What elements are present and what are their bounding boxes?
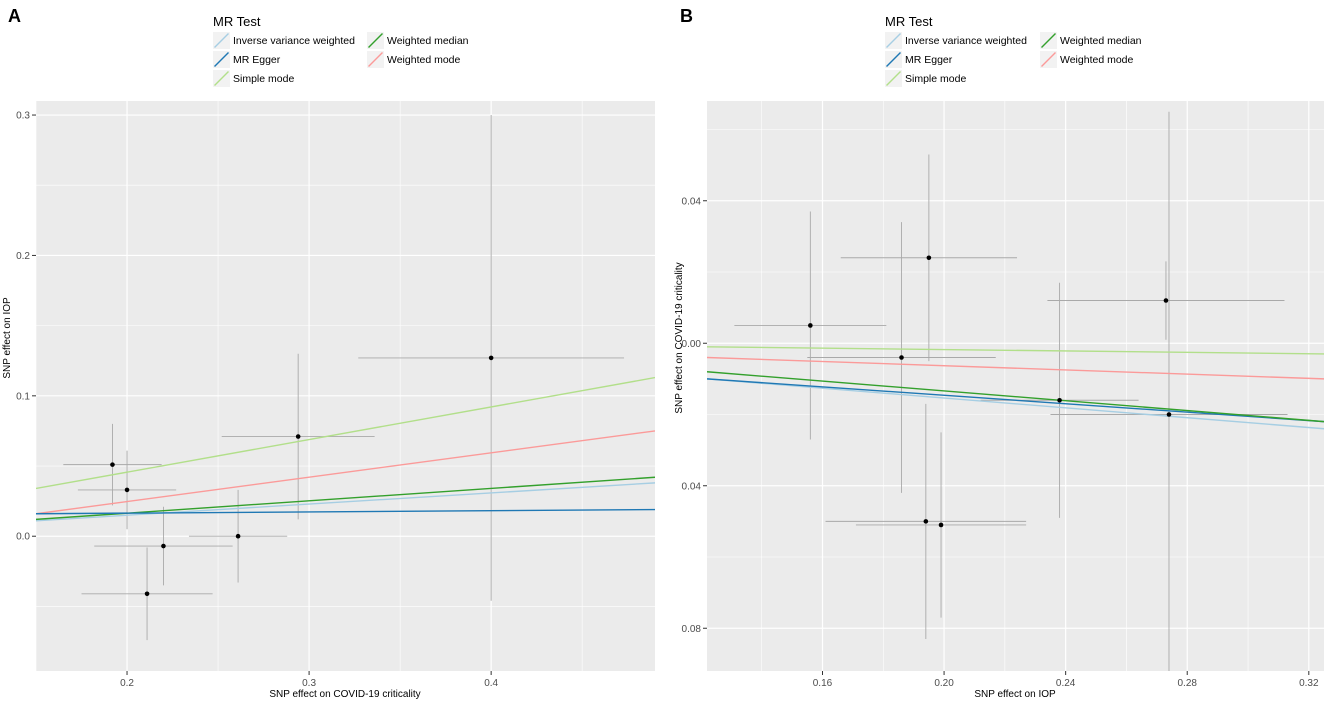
panel-a-data-point [124,487,130,493]
panel-a-legend-item-egger: MR Egger [213,51,281,68]
panel-b-x-tick-label: 0.16 [813,678,833,689]
panel-b-x-tick-label: 0.24 [1056,678,1076,689]
panel-a-x-tick-label: 0.2 [120,678,134,689]
panel-b-data-point [808,323,813,328]
panel-a-line-ivw [36,482,655,522]
panel-b-line-egger [707,378,1324,423]
panel-a-y-tick-label: 0.1 [16,391,30,402]
panel-a-plot-background [36,101,655,671]
panel-a-line-egger [36,508,655,515]
panel-b-legend: MR Test Inverse variance weighted Weighted… [885,14,1142,87]
panel-a-data-point [161,543,166,549]
panel-b-legend-label: MR Egger [905,54,953,66]
panel-b-x-tick-label: 0.20 [934,678,954,689]
panel-b-y-tick-label: 0.04 [682,481,702,492]
panel-a-line-weighted-median [36,476,655,521]
panel-b-plot: 0.16 0.20 0.24 0.28 0.32 0.04 0.00 0.04 0.08 [682,101,1324,689]
panel-b-data-point [938,522,944,528]
panel-a-data-point [295,434,301,439]
panel-b-line-weighted-mode [707,356,1324,380]
panel-a-data-point [110,462,115,467]
panel-b-data-point [923,519,929,524]
panel-a-line-weighted-mode [36,430,655,515]
panel-a-plot: 0.2 0.3 0.4 0.0 0.1 0.2 0.3 [16,101,655,689]
panel-b-x-axis-label: SNP effect on IOP [974,689,1056,700]
panel-a-legend-title: MR Test [213,14,261,29]
panel-b-legend-label: Weighted mode [1060,54,1134,66]
panel-b-y-axis-label: SNP effect on COVID-19 criticality [674,262,685,413]
panel-b-legend-label: Inverse variance weighted [905,35,1027,47]
panel-b-legend-item-ivw: Inverse variance weighted [885,32,1027,49]
panel-a-x-tick-label: 0.4 [484,678,498,689]
panel-a-legend-key-line [368,52,383,67]
panel-b-legend-key-line [886,71,901,86]
panel-a-y-tick-label: 0.0 [16,532,30,543]
panel-b-x-tick-label: 0.28 [1177,678,1197,689]
panel-b-legend-item-egger: MR Egger [885,51,953,68]
panel-a-legend-label: Simple mode [233,73,294,85]
panel-b-data-point [1166,412,1172,417]
panel-a-legend-label: Weighted median [387,35,469,47]
panel-b-line-weighted-median [707,371,1324,423]
panel-a-y-axis-label: SNP effect on IOP [2,297,13,379]
panel-b-letter: B [680,6,693,26]
panel-b-legend-label: Simple mode [905,73,966,85]
panel-a: A MR Test Inverse variance weighted Weight… [2,6,655,700]
panel-b-legend-item-weighted-mode: Weighted mode [1040,51,1134,68]
panel-a-legend-label: MR Egger [233,54,281,66]
panel-b-x-tick-label: 0.32 [1299,678,1319,689]
panel-a-legend-key-line [214,33,229,48]
panel-b-data-layer [707,111,1324,671]
panel-b-y-tick-label: 0.04 [682,196,702,207]
panel-a-legend-item-simple-mode: Simple mode [213,70,294,87]
panel-b-data-point [1057,397,1062,403]
panel-b-legend-key-line [1041,52,1056,67]
panel-b-legend-item-simple-mode: Simple mode [885,70,966,87]
panel-a-legend: MR Test Inverse variance weighted Weighted… [213,14,469,87]
panel-a-data-point [488,355,494,361]
panel-b-gridlines [707,101,1324,671]
panel-a-legend-item-weighted-median: Weighted median [367,32,469,49]
panel-b-line-ivw [707,378,1324,430]
panel-a-legend-label: Inverse variance weighted [233,35,355,47]
panel-a-legend-key-line [214,52,229,67]
panel-a-data-point [235,533,241,539]
panel-a-x-tick-label: 0.3 [302,678,316,689]
panel-b-legend-label: Weighted median [1060,35,1142,47]
panel-a-legend-key-line [368,33,383,48]
panel-b-legend-key-line [1041,33,1056,48]
panel-b-legend-title: MR Test [885,14,933,29]
panel-a-y-tick-label: 0.2 [16,251,30,262]
panel-b-y-tick-label: 0.00 [682,339,702,350]
panel-b-data-point [926,255,932,261]
panel-b-legend-key-line [886,33,901,48]
panel-b-data-point [899,355,904,360]
panel-b-y-tick-label: 0.08 [682,624,702,635]
panel-b-data-point [1163,298,1169,303]
panel-a-letter: A [8,6,21,26]
panel-b-line-simple-mode [707,346,1324,355]
panel-a-y-tick-label: 0.3 [16,111,30,122]
panel-a-legend-item-weighted-mode: Weighted mode [367,51,461,68]
panel-a-legend-key-line [214,71,229,86]
panel-a-line-simple-mode [36,376,655,490]
panel-a-legend-item-ivw: Inverse variance weighted [213,32,355,49]
panel-a-data-layer [36,115,655,641]
panel-a-x-axis-label: SNP effect on COVID-19 criticality [269,689,420,700]
panel-b-legend-key-line [886,52,901,67]
panel-a-data-point [144,591,150,597]
panel-b-legend-item-weighted-median: Weighted median [1040,32,1142,49]
panel-b: B MR Test Inverse variance weighted Weight… [674,6,1324,700]
panel-a-legend-label: Weighted mode [387,54,461,66]
